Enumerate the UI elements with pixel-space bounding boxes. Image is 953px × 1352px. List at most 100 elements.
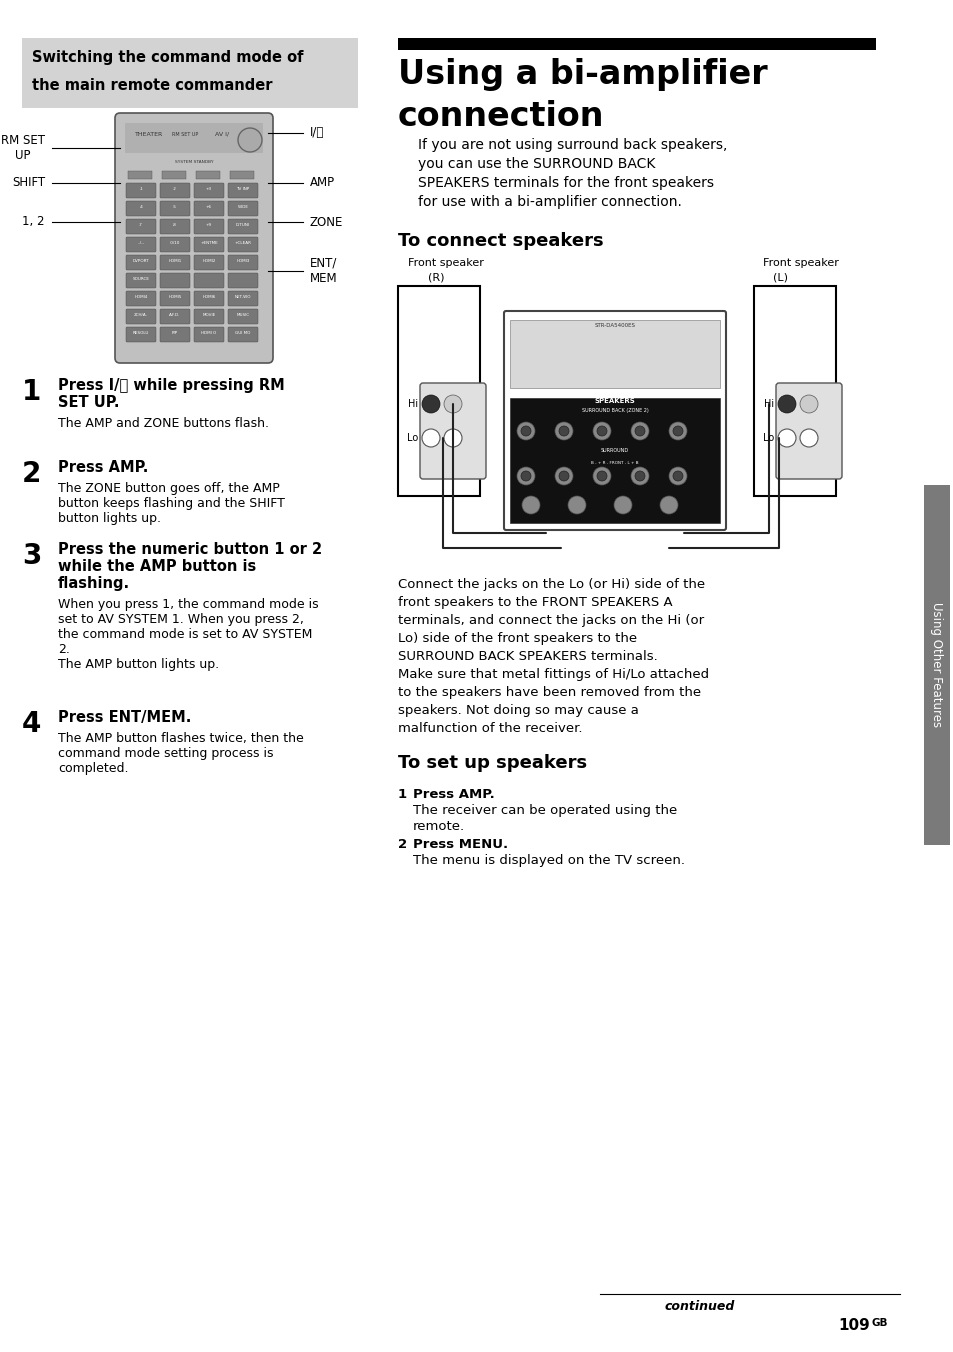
FancyBboxPatch shape <box>228 310 257 324</box>
Circle shape <box>672 426 682 435</box>
Text: HDMI3: HDMI3 <box>236 260 250 264</box>
Text: +6: +6 <box>206 206 212 210</box>
FancyBboxPatch shape <box>193 201 224 216</box>
FancyBboxPatch shape <box>228 183 257 197</box>
Text: +ENTME: +ENTME <box>200 241 217 245</box>
Text: +3: +3 <box>206 187 212 191</box>
Text: completed.: completed. <box>58 763 129 775</box>
Text: WIDE: WIDE <box>237 206 248 210</box>
Circle shape <box>635 470 644 481</box>
Bar <box>125 123 263 153</box>
FancyBboxPatch shape <box>160 237 190 251</box>
FancyBboxPatch shape <box>126 237 156 251</box>
FancyBboxPatch shape <box>228 237 257 251</box>
Text: Make sure that metal fittings of Hi/Lo attached: Make sure that metal fittings of Hi/Lo a… <box>397 668 708 681</box>
Circle shape <box>567 496 585 514</box>
Text: Press AMP.: Press AMP. <box>58 460 149 475</box>
FancyBboxPatch shape <box>160 183 190 197</box>
Text: the main remote commander: the main remote commander <box>32 78 273 93</box>
Text: GB: GB <box>871 1318 887 1328</box>
Text: ENT/
MEM: ENT/ MEM <box>310 257 337 285</box>
Text: SPEAKERS: SPEAKERS <box>594 397 635 404</box>
Text: +CLEAR: +CLEAR <box>234 241 252 245</box>
Circle shape <box>421 395 439 412</box>
Circle shape <box>614 496 631 514</box>
Text: Lo: Lo <box>406 433 417 443</box>
Text: The menu is displayed on the TV screen.: The menu is displayed on the TV screen. <box>413 854 684 867</box>
Text: RM SET UP: RM SET UP <box>172 132 198 137</box>
Text: The AMP button lights up.: The AMP button lights up. <box>58 658 219 671</box>
Circle shape <box>237 128 262 151</box>
FancyBboxPatch shape <box>126 183 156 197</box>
FancyBboxPatch shape <box>160 327 190 342</box>
Text: Hi: Hi <box>408 399 417 410</box>
Text: HDMI1: HDMI1 <box>168 260 181 264</box>
Text: SPEAKERS terminals for the front speakers: SPEAKERS terminals for the front speaker… <box>417 176 713 191</box>
Circle shape <box>597 426 606 435</box>
Text: AV I/: AV I/ <box>214 132 229 137</box>
Text: HDMI6: HDMI6 <box>202 295 215 299</box>
Text: .4: .4 <box>139 206 143 210</box>
Text: malfunction of the receiver.: malfunction of the receiver. <box>397 722 582 735</box>
Bar <box>128 170 152 178</box>
FancyBboxPatch shape <box>160 291 190 306</box>
Circle shape <box>555 422 573 439</box>
Circle shape <box>517 466 535 485</box>
Text: RESOLU: RESOLU <box>132 331 149 335</box>
Bar <box>510 320 720 388</box>
FancyBboxPatch shape <box>126 273 156 288</box>
Circle shape <box>778 395 795 412</box>
Text: for use with a bi-amplifier connection.: for use with a bi-amplifier connection. <box>417 195 681 210</box>
Text: connection: connection <box>397 100 604 132</box>
Circle shape <box>558 426 568 435</box>
FancyBboxPatch shape <box>126 310 156 324</box>
FancyBboxPatch shape <box>160 219 190 234</box>
Text: MUSIC: MUSIC <box>236 314 250 316</box>
Text: MOVIE: MOVIE <box>202 314 215 316</box>
Circle shape <box>443 429 461 448</box>
Text: you can use the SURROUND BACK: you can use the SURROUND BACK <box>417 157 655 170</box>
Bar <box>923 485 949 845</box>
Text: 2: 2 <box>397 838 407 850</box>
Circle shape <box>558 470 568 481</box>
Text: To connect speakers: To connect speakers <box>397 233 603 250</box>
FancyBboxPatch shape <box>126 256 156 270</box>
Text: button keeps flashing and the SHIFT: button keeps flashing and the SHIFT <box>58 498 285 510</box>
FancyBboxPatch shape <box>126 201 156 216</box>
Text: The AMP button flashes twice, then the: The AMP button flashes twice, then the <box>58 731 303 745</box>
FancyBboxPatch shape <box>228 327 257 342</box>
Text: set to AV SYSTEM 1. When you press 2,: set to AV SYSTEM 1. When you press 2, <box>58 612 304 626</box>
Bar <box>397 38 875 50</box>
Text: SURROUND: SURROUND <box>600 448 628 453</box>
FancyBboxPatch shape <box>160 256 190 270</box>
Text: The receiver can be operated using the: The receiver can be operated using the <box>413 804 677 817</box>
Text: HDMI4: HDMI4 <box>134 295 148 299</box>
FancyBboxPatch shape <box>775 383 841 479</box>
Text: while the AMP button is: while the AMP button is <box>58 558 256 575</box>
Text: PIP: PIP <box>172 331 178 335</box>
Text: To set up speakers: To set up speakers <box>397 754 586 772</box>
Circle shape <box>668 422 686 439</box>
Circle shape <box>517 422 535 439</box>
Text: RM SET
UP: RM SET UP <box>1 134 45 162</box>
FancyBboxPatch shape <box>503 311 725 530</box>
Circle shape <box>659 496 678 514</box>
Text: STR-DA5400ES: STR-DA5400ES <box>594 323 635 329</box>
Text: .0/10: .0/10 <box>170 241 180 245</box>
Text: B - + R - FRONT - L + B: B - + R - FRONT - L + B <box>591 461 639 465</box>
Text: Front speaker: Front speaker <box>408 258 483 268</box>
FancyBboxPatch shape <box>126 219 156 234</box>
Text: 2.: 2. <box>58 644 70 656</box>
Bar <box>510 397 720 523</box>
Text: command mode setting process is: command mode setting process is <box>58 748 274 760</box>
FancyBboxPatch shape <box>126 291 156 306</box>
Text: 2: 2 <box>22 460 41 488</box>
Text: 1: 1 <box>397 788 407 800</box>
Text: Using a bi-amplifier: Using a bi-amplifier <box>397 58 767 91</box>
Text: Lo: Lo <box>762 433 773 443</box>
Text: (R): (R) <box>428 272 444 283</box>
FancyBboxPatch shape <box>228 291 257 306</box>
Text: continued: continued <box>664 1301 735 1313</box>
Text: Hi: Hi <box>763 399 773 410</box>
Text: Press I/⏻ while pressing RM: Press I/⏻ while pressing RM <box>58 379 284 393</box>
